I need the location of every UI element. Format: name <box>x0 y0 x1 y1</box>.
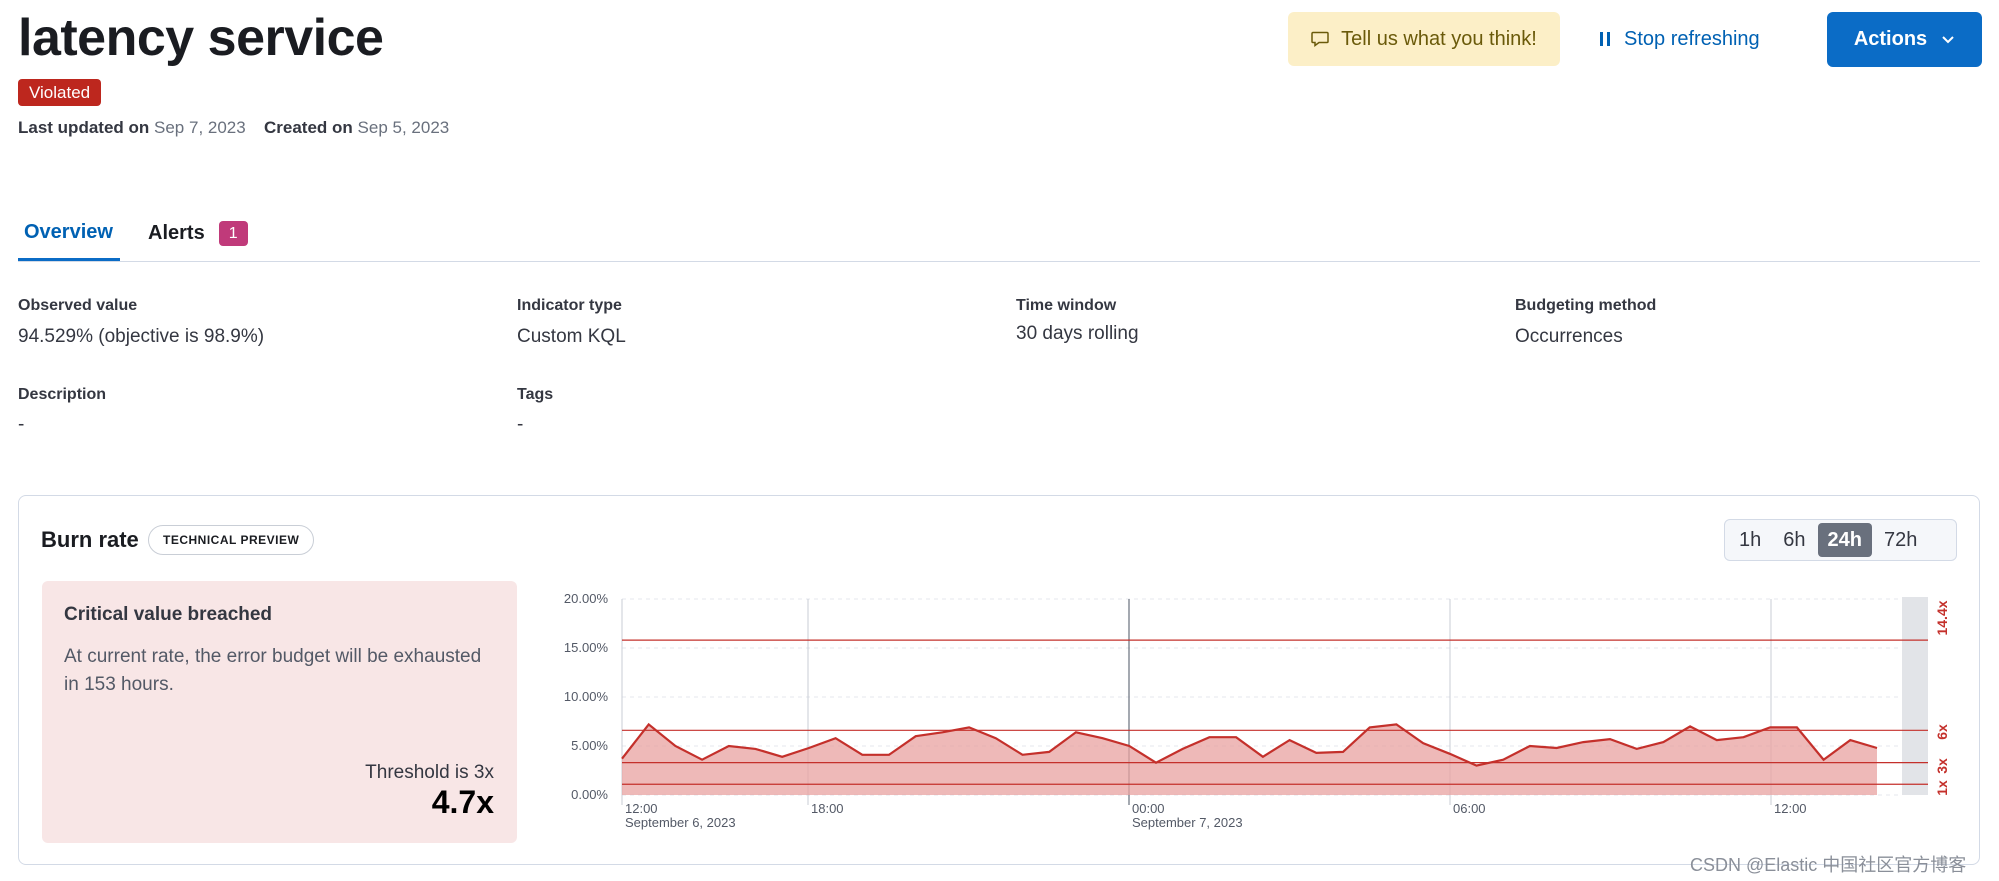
range-6h-button[interactable]: 6h <box>1783 529 1806 551</box>
comment-icon <box>1311 31 1329 47</box>
last-updated: Last updated on Sep 7, 2023 <box>18 118 246 138</box>
tab-overview[interactable]: Overview <box>24 221 113 243</box>
burn-rate-chart: 20.00%15.00%10.00%5.00%0.00%12:00Septemb… <box>564 591 1950 830</box>
chart-shaded-region <box>1902 597 1928 795</box>
created-label: Created on <box>264 118 353 137</box>
page-title: latency service <box>18 9 384 67</box>
x-tick-label: 06:00 <box>1453 801 1486 816</box>
feedback-button[interactable]: Tell us what you think! <box>1288 12 1560 66</box>
status-badge: Violated <box>18 79 102 106</box>
x-tick-label: 12:00 <box>1774 801 1807 816</box>
observed-value-title: Observed value <box>18 297 138 314</box>
critical-value-card <box>42 581 517 843</box>
critical-text: At current rate, the error budget will b… <box>64 646 482 695</box>
x-tick-label: 12:00 <box>625 801 658 816</box>
tab-overview-underline <box>18 258 120 261</box>
alerts-count-badge: 1 <box>218 221 248 246</box>
y-tick-label: 15.00% <box>564 640 609 655</box>
tab-alerts-label: Alerts <box>148 222 205 244</box>
time-range-selector: 1h 6h 24h 72h <box>1724 519 1957 561</box>
last-updated-label: Last updated on <box>18 118 150 137</box>
created-value: Sep 5, 2023 <box>357 118 450 137</box>
range-1h-button[interactable]: 1h <box>1739 529 1762 551</box>
x-tick-label: 18:00 <box>811 801 844 816</box>
description-value: - <box>18 414 25 435</box>
x-date-label: September 6, 2023 <box>625 815 736 830</box>
critical-title: Critical value breached <box>64 604 273 625</box>
created-on: Created on Sep 5, 2023 <box>264 118 449 138</box>
indicator-type-title: Indicator type <box>517 297 622 314</box>
watermark: CSDN @Elastic 中国社区官方博客 <box>1690 855 1967 875</box>
burn-rate-line <box>621 722 1878 767</box>
description-title: Description <box>18 386 107 403</box>
threshold-text: Threshold is 3x <box>365 762 494 783</box>
burn-rate-title: Burn rate <box>41 527 139 552</box>
tabs-divider <box>18 261 1980 262</box>
pause-icon <box>1600 32 1610 46</box>
indicator-type-value: Custom KQL <box>517 326 626 347</box>
time-window-title: Time window <box>1016 297 1117 314</box>
tags-value: - <box>517 414 524 435</box>
stop-refreshing-button[interactable]: Stop refreshing <box>1598 12 1760 66</box>
threshold-label: 3x <box>1934 758 1950 774</box>
actions-button[interactable]: Actions <box>1827 12 1982 67</box>
tags-title: Tags <box>517 386 554 403</box>
stop-refreshing-label: Stop refreshing <box>1624 27 1760 50</box>
burn-rate-area <box>622 724 1877 795</box>
time-window-value: 30 days rolling <box>1016 323 1139 344</box>
range-24h-button[interactable]: 24h <box>1817 523 1872 557</box>
y-tick-label: 10.00% <box>564 689 609 704</box>
technical-preview-badge: TECHNICAL PREVIEW <box>148 525 315 555</box>
threshold-label: 1x <box>1934 780 1950 796</box>
observed-value: 94.529% (objective is 98.9%) <box>18 326 265 347</box>
x-tick-label: 00:00 <box>1132 801 1165 816</box>
range-72h-button[interactable]: 72h <box>1883 529 1918 551</box>
y-tick-label: 20.00% <box>564 591 609 606</box>
chevron-down-icon <box>1942 35 1954 43</box>
budgeting-method-title: Budgeting method <box>1515 297 1657 314</box>
actions-label: Actions <box>1853 28 1928 50</box>
y-tick-label: 0.00% <box>571 787 608 802</box>
last-updated-value: Sep 7, 2023 <box>154 118 246 137</box>
y-tick-label: 5.00% <box>571 738 608 753</box>
burn-rate-value: 4.7x <box>431 784 494 820</box>
x-date-label: September 7, 2023 <box>1132 815 1243 830</box>
threshold-label: 14.4x <box>1934 600 1950 635</box>
budgeting-method-value: Occurrences <box>1515 326 1623 347</box>
threshold-label: 6x <box>1934 724 1950 740</box>
tab-alerts[interactable]: Alerts 1 <box>148 221 248 246</box>
feedback-label: Tell us what you think! <box>1341 27 1537 50</box>
